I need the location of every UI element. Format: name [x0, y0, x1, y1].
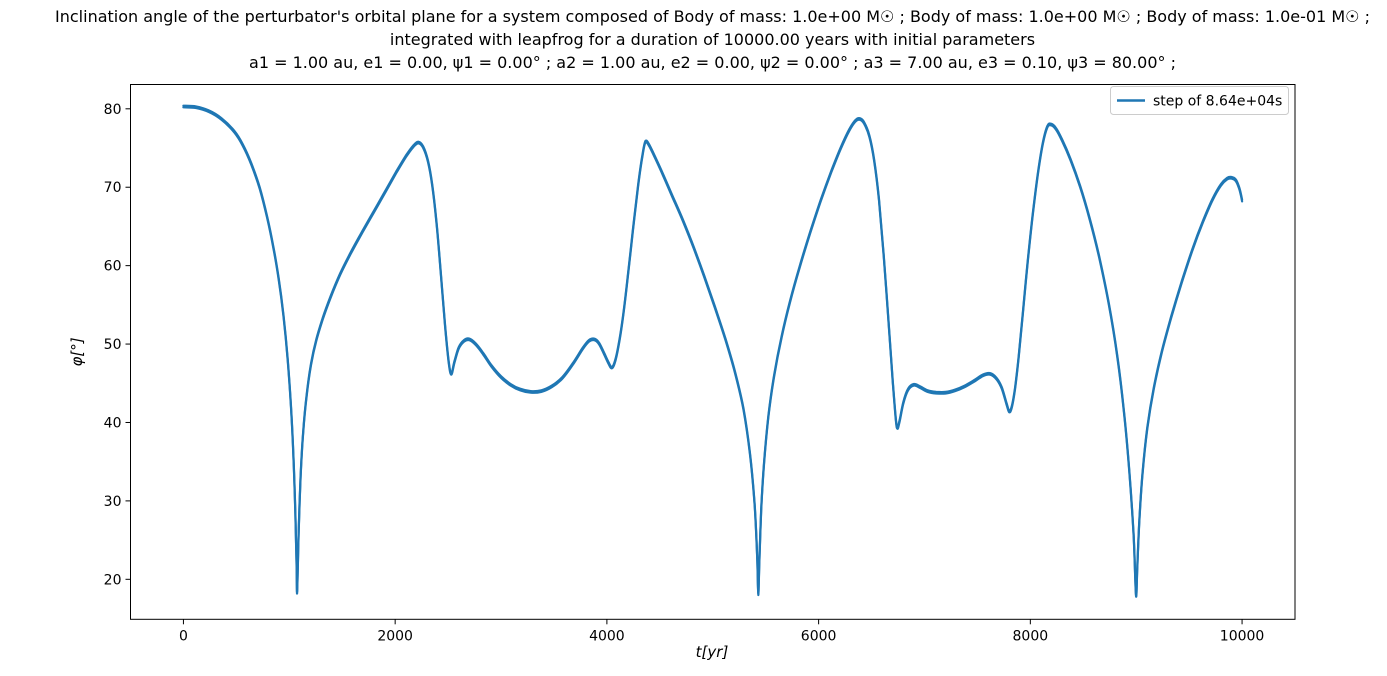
x-tick-label: 4000	[589, 628, 625, 644]
series-line	[182, 106, 1244, 598]
x-axis-label: t[yr]	[696, 643, 729, 661]
x-tick-label: 6000	[801, 628, 837, 644]
chart-title-line-2: integrated with leapfrog for a duration …	[389, 30, 1036, 49]
y-tick-label: 30	[104, 494, 122, 510]
legend: step of 8.64e+04s	[1110, 86, 1289, 115]
y-tick-label: 20	[104, 572, 122, 588]
axes-spines	[130, 84, 1296, 620]
x-tick-label: 0	[179, 628, 188, 644]
y-axis-label: φ[°]	[68, 337, 86, 366]
y-tick-label: 70	[104, 180, 122, 196]
series-line	[182, 104, 1244, 597]
legend-label: step of 8.64e+04s	[1153, 94, 1282, 110]
x-tick-label: 10000	[1220, 628, 1265, 644]
chart-title-line-3: a1 = 1.00 au, e1 = 0.00, ψ1 = 0.00° ; a2…	[249, 53, 1176, 72]
y-tick-label: 40	[104, 415, 122, 431]
legend-box	[1110, 86, 1289, 115]
chart-title-line-1: Inclination angle of the perturbator's o…	[55, 7, 1370, 26]
x-tick-label: 8000	[1013, 628, 1049, 644]
chart-title: Inclination angle of the perturbator's o…	[38, 5, 1387, 74]
y-tick-label: 50	[104, 337, 122, 353]
y-tick-label: 80	[104, 102, 122, 118]
x-tick-label: 2000	[377, 628, 413, 644]
y-tick-label: 60	[104, 259, 122, 275]
